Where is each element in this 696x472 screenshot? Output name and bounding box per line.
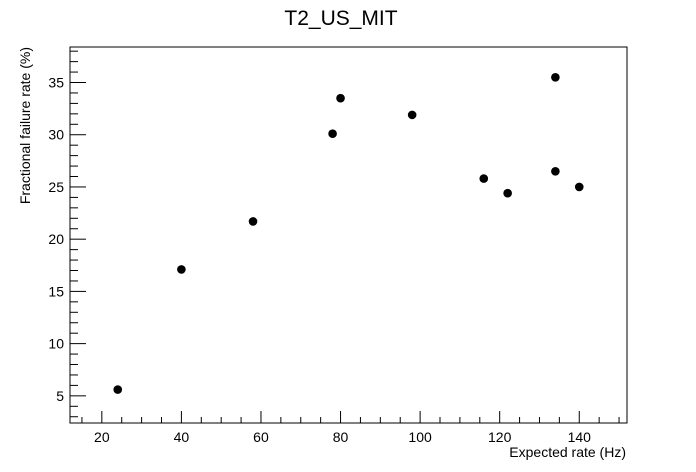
data-point	[574, 182, 584, 192]
data-point	[551, 72, 560, 82]
x-tick-label: 80	[333, 429, 349, 445]
x-axis: 20 40 60 80 100 120 140	[81, 411, 620, 445]
y-tick-label: 5	[56, 388, 64, 404]
data-point	[113, 385, 123, 394]
y-tick-label: 35	[48, 75, 64, 91]
data-point	[336, 93, 345, 103]
x-tick-label: 20	[94, 429, 110, 445]
data-point	[177, 265, 186, 274]
x-tick-label: 140	[568, 429, 592, 445]
y-tick-label: 15	[48, 283, 64, 299]
y-axis-label: Fractional failure rate (%)	[17, 47, 33, 204]
y-tick-label: 30	[48, 127, 64, 143]
x-tick-label: 120	[488, 429, 512, 445]
plot-frame	[69, 46, 628, 424]
y-axis: 5 10 15 20 25 30 35	[48, 50, 86, 418]
data-point	[407, 110, 417, 120]
data-point	[248, 217, 258, 226]
x-axis-label: Expected rate (Hz)	[509, 444, 626, 460]
y-tick-label: 25	[48, 179, 64, 195]
data-point	[328, 129, 337, 138]
data-points	[113, 72, 584, 394]
data-point	[479, 174, 489, 183]
data-point	[551, 166, 560, 176]
x-tick-label: 100	[408, 429, 432, 445]
data-point	[503, 188, 512, 198]
y-tick-label: 20	[48, 231, 64, 247]
y-tick-label: 10	[48, 336, 64, 352]
x-tick-label: 40	[174, 429, 190, 445]
x-tick-label: 60	[253, 429, 269, 445]
chart-title: T2_US_MIT	[284, 7, 397, 30]
